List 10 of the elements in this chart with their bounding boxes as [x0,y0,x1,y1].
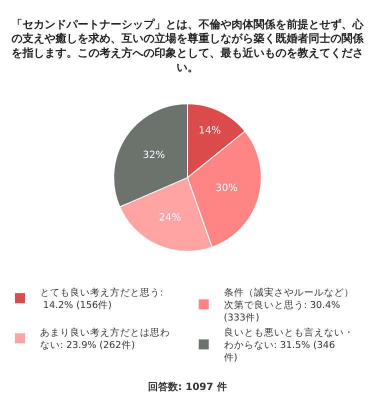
data-label: 30% [215,183,238,194]
data-label: 32% [142,150,166,161]
legend-label: あまり良い考え方だとは思わない: 23.9% (262件) [40,326,170,352]
legend-label: 条件（誠実さやルールなど）次第で良いと思う: 30.4% (333件) [224,286,354,324]
legend-label: 良いとも悪いとも言えない・わからない: 31.5% (346件) [224,326,354,364]
chart-title: 「セカンドパートナーシップ」とは、不倫や肉体関係を前提とせず、心の支えや癒しを求め、互いの立場を尊重しながら築く既婚者同士の関係を指します。この考え方への印象として、最も近いものを教えてください。 [12,18,364,74]
data-label: 14% [198,126,221,137]
text: 回答数: 1097 件 [148,381,227,393]
data-label: 24% [158,212,182,224]
legend-label: とても良い考え方だと思う: 14.2% (156件) [40,286,164,312]
